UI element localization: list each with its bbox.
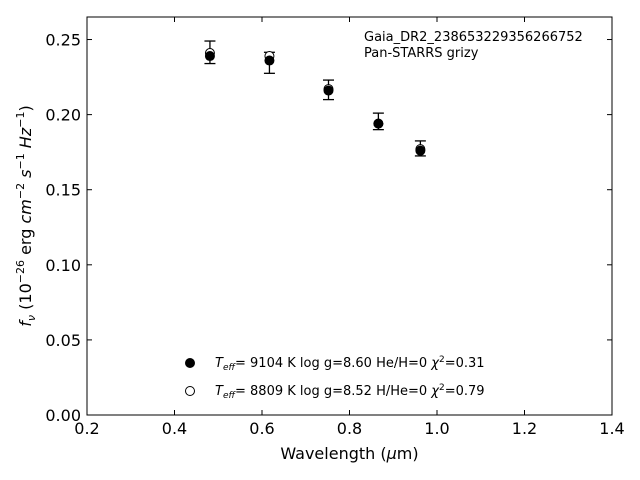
y-axis-label: fν (10−26 erg cm−2 s−1 Hz−1) — [14, 105, 38, 326]
legend: Teff= 9104 K log g=8.60 He/H=0 χ2=0.31 T… — [185, 355, 485, 401]
x-tick-label: 1.0 — [424, 419, 449, 438]
model-point-filled — [415, 145, 426, 156]
y-axis-ticks: 0.00 0.05 0.10 0.15 0.20 0.25 — [45, 31, 612, 425]
x-tick-label: 0.8 — [337, 419, 362, 438]
x-axis-label: Wavelength (μm) — [280, 444, 418, 463]
model-point-filled — [204, 51, 215, 62]
legend-entry-filled: Teff= 9104 K log g=8.60 He/H=0 χ2=0.31 — [215, 355, 485, 373]
x-tick-label: 1.4 — [599, 419, 624, 438]
x-tick-label: 1.2 — [512, 419, 537, 438]
x-tick-label: 0.4 — [162, 419, 187, 438]
y-tick-label: 0.15 — [45, 181, 81, 200]
x-tick-label: 0.2 — [74, 419, 99, 438]
legend-marker-filled — [185, 358, 195, 368]
x-tick-label: 0.6 — [249, 419, 274, 438]
data-points — [204, 48, 426, 156]
y-tick-label: 0.00 — [45, 406, 81, 425]
x-axis-ticks: 0.2 0.4 0.6 0.8 1.0 1.2 1.4 — [74, 17, 625, 438]
model-point-filled — [264, 55, 275, 66]
annotation-object-id: Gaia_DR2_238653229356266752 — [364, 30, 583, 45]
y-tick-label: 0.25 — [45, 31, 81, 50]
y-tick-label: 0.10 — [45, 256, 81, 275]
y-tick-label: 0.20 — [45, 106, 81, 125]
legend-marker-open — [185, 386, 195, 396]
annotation-survey: Pan-STARRS grizy — [364, 46, 479, 61]
model-point-filled — [373, 118, 384, 129]
legend-entry-open: Teff= 8809 K log g=8.52 H/He=0 χ2=0.79 — [215, 383, 485, 401]
model-point-filled — [323, 85, 334, 96]
y-tick-label: 0.05 — [45, 331, 81, 350]
